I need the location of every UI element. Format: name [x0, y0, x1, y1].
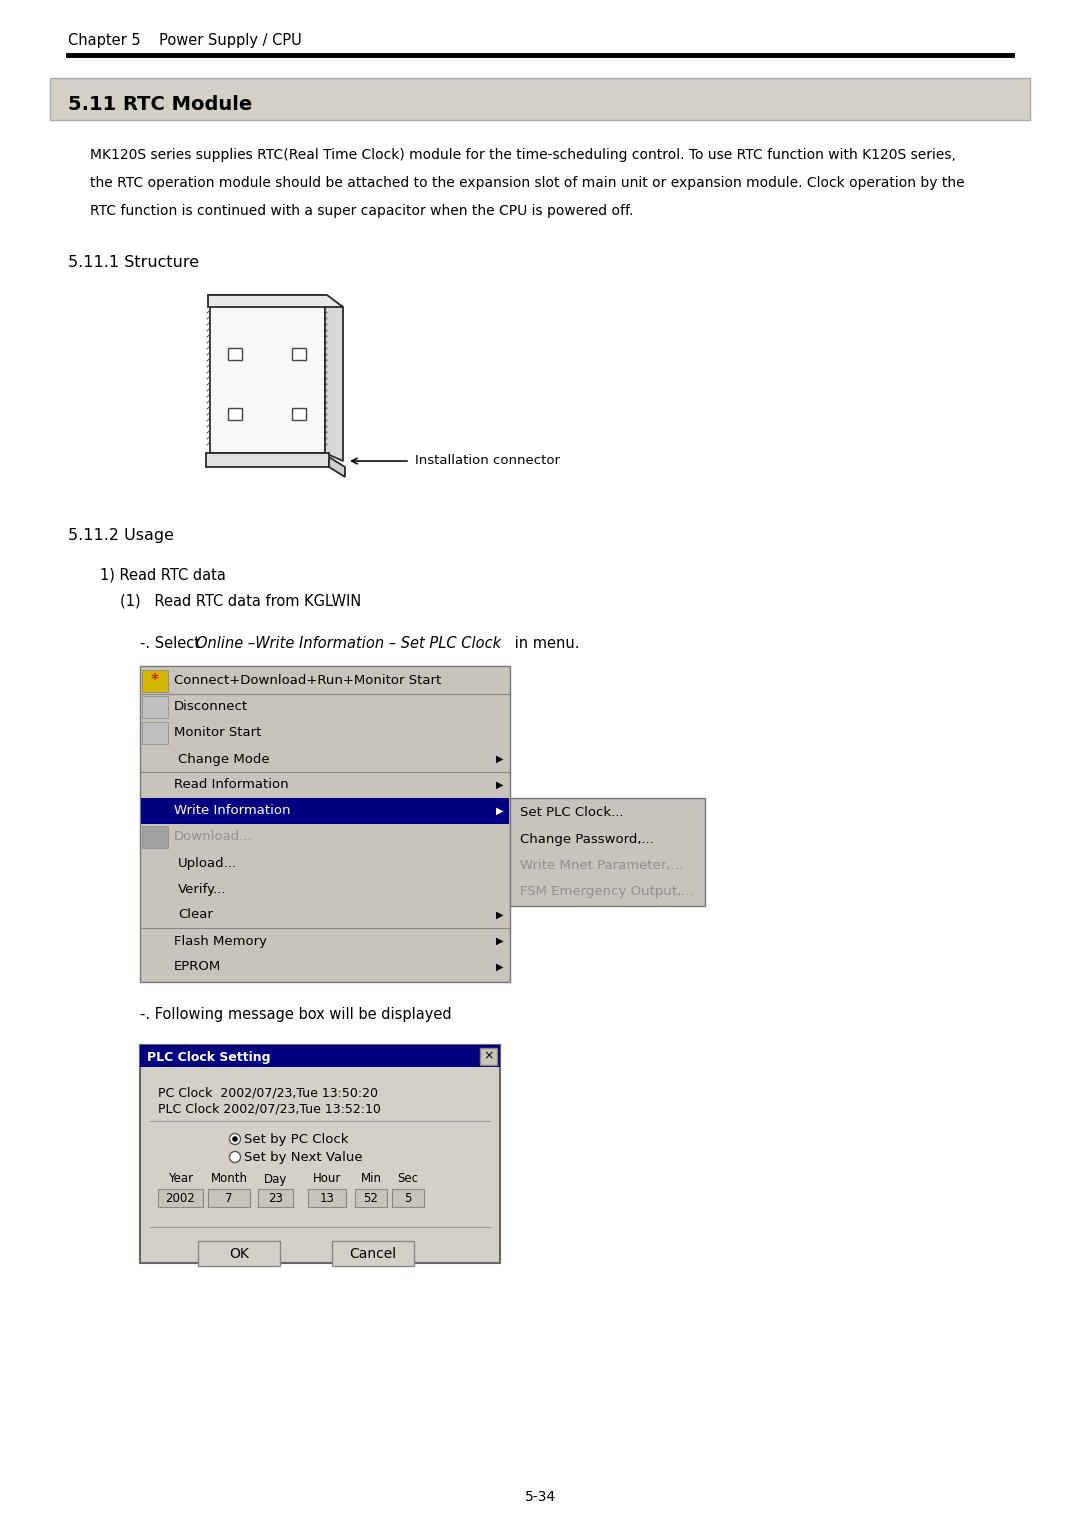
- Bar: [208, 1189, 249, 1207]
- Bar: [141, 669, 168, 692]
- Text: Disconnect: Disconnect: [174, 700, 248, 714]
- Polygon shape: [208, 295, 343, 307]
- Text: Chapter 5    Power Supply / CPU: Chapter 5 Power Supply / CPU: [68, 34, 301, 47]
- Text: OK: OK: [229, 1247, 248, 1261]
- Bar: [141, 669, 168, 692]
- Text: Sec: Sec: [397, 1172, 419, 1186]
- Circle shape: [229, 1152, 241, 1163]
- Text: Set by Next Value: Set by Next Value: [244, 1151, 363, 1163]
- Text: -. Following message box will be displayed: -. Following message box will be display…: [140, 1007, 451, 1022]
- Text: 13: 13: [320, 1192, 335, 1204]
- Text: Flash Memory: Flash Memory: [174, 935, 267, 947]
- Bar: [198, 1241, 280, 1267]
- Polygon shape: [329, 457, 345, 477]
- Text: ▶: ▶: [496, 805, 503, 816]
- Bar: [292, 408, 306, 420]
- Bar: [141, 695, 168, 718]
- Bar: [392, 1189, 424, 1207]
- Bar: [480, 1048, 497, 1065]
- Text: Year: Year: [167, 1172, 193, 1186]
- Text: 52: 52: [364, 1192, 378, 1204]
- Text: ▶: ▶: [496, 911, 503, 920]
- Text: MK120S series supplies RTC(Real Time Clock) module for the time-scheduling contr: MK120S series supplies RTC(Real Time Clo…: [90, 148, 956, 162]
- Bar: [206, 452, 329, 468]
- Text: Monitor Start: Monitor Start: [174, 726, 261, 740]
- Text: Upload...: Upload...: [178, 857, 237, 869]
- Bar: [141, 827, 168, 848]
- Bar: [141, 798, 509, 824]
- Bar: [140, 1045, 500, 1264]
- Bar: [355, 1189, 387, 1207]
- Text: FSM Emergency Output,...: FSM Emergency Output,...: [519, 885, 693, 897]
- Text: Set by PC Clock: Set by PC Clock: [244, 1132, 349, 1146]
- Polygon shape: [325, 295, 343, 461]
- Text: 7: 7: [226, 1192, 233, 1204]
- Circle shape: [229, 1134, 241, 1144]
- Text: Set PLC Clock...: Set PLC Clock...: [519, 807, 623, 819]
- Text: Min: Min: [361, 1172, 381, 1186]
- Bar: [228, 408, 242, 420]
- Circle shape: [232, 1137, 238, 1141]
- Bar: [141, 723, 168, 744]
- Text: Write Information: Write Information: [174, 805, 291, 817]
- Text: ▶: ▶: [496, 937, 503, 946]
- Text: ▶: ▶: [496, 779, 503, 790]
- Text: Write Mnet Parameter,...: Write Mnet Parameter,...: [519, 859, 683, 871]
- Bar: [140, 666, 510, 983]
- Text: Hour: Hour: [313, 1172, 341, 1186]
- Text: Change Mode: Change Mode: [178, 752, 270, 766]
- Text: RTC function is continued with a super capacitor when the CPU is powered off.: RTC function is continued with a super c…: [90, 205, 633, 219]
- Text: Day: Day: [264, 1172, 287, 1186]
- Bar: [158, 1189, 203, 1207]
- Bar: [140, 1045, 500, 1067]
- Text: PLC Clock 2002/07/23,Tue 13:52:10: PLC Clock 2002/07/23,Tue 13:52:10: [158, 1103, 381, 1115]
- Text: Download...: Download...: [174, 831, 253, 843]
- Text: Month: Month: [211, 1172, 247, 1186]
- Text: 23: 23: [268, 1192, 283, 1204]
- Text: Change Password,...: Change Password,...: [519, 833, 653, 845]
- Text: 5.11.2 Usage: 5.11.2 Usage: [68, 529, 174, 542]
- Text: 5.11.1 Structure: 5.11.1 Structure: [68, 255, 199, 270]
- Text: 1) Read RTC data: 1) Read RTC data: [100, 568, 226, 584]
- Text: ×: ×: [483, 1050, 494, 1062]
- Text: in menu.: in menu.: [510, 636, 580, 651]
- Text: -. Select: -. Select: [140, 636, 204, 651]
- Text: 5: 5: [404, 1192, 411, 1204]
- Bar: [210, 295, 325, 452]
- Text: 5.11 RTC Module: 5.11 RTC Module: [68, 95, 253, 113]
- Text: EPROM: EPROM: [174, 961, 221, 973]
- Text: 2002: 2002: [165, 1192, 195, 1204]
- Bar: [292, 348, 306, 361]
- Bar: [228, 348, 242, 361]
- Text: ▶: ▶: [496, 753, 503, 764]
- Text: ▶: ▶: [496, 963, 503, 972]
- Bar: [510, 798, 705, 906]
- Text: Connect+Download+Run+Monitor Start: Connect+Download+Run+Monitor Start: [174, 674, 442, 688]
- Text: *: *: [151, 674, 159, 689]
- Bar: [332, 1241, 414, 1267]
- Text: (1)   Read RTC data from KGLWIN: (1) Read RTC data from KGLWIN: [120, 593, 361, 608]
- Text: Online –Write Information – Set PLC Clock: Online –Write Information – Set PLC Cloc…: [195, 636, 501, 651]
- Text: PC Clock  2002/07/23,Tue 13:50:20: PC Clock 2002/07/23,Tue 13:50:20: [158, 1086, 378, 1100]
- Bar: [308, 1189, 346, 1207]
- Bar: [50, 78, 1030, 121]
- Text: Clear: Clear: [178, 909, 213, 921]
- Text: Installation connector: Installation connector: [415, 454, 561, 468]
- Text: Verify...: Verify...: [178, 883, 227, 895]
- Text: 5-34: 5-34: [525, 1490, 555, 1504]
- Text: Cancel: Cancel: [350, 1247, 396, 1261]
- Text: PLC Clock Setting: PLC Clock Setting: [147, 1051, 270, 1063]
- Text: Read Information: Read Information: [174, 778, 288, 792]
- Text: the RTC operation module should be attached to the expansion slot of main unit o: the RTC operation module should be attac…: [90, 176, 964, 189]
- Bar: [258, 1189, 293, 1207]
